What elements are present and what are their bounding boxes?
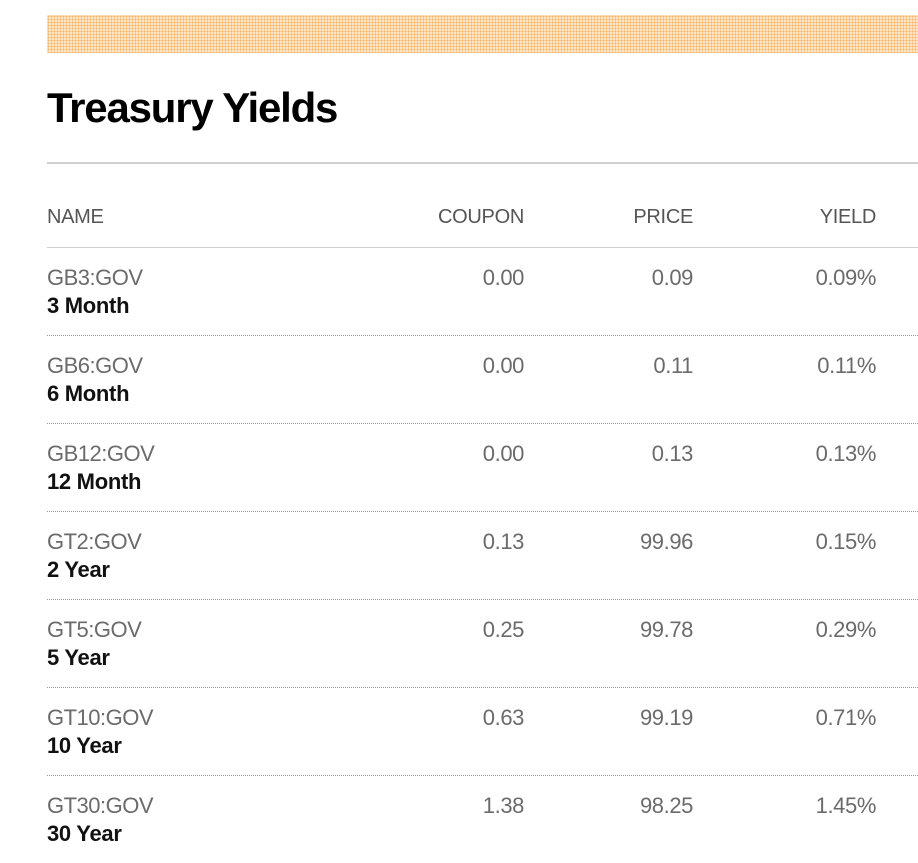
page-title: Treasury Yields: [47, 84, 338, 131]
title-divider: [47, 162, 918, 164]
yield-value: 0.09%: [815, 265, 877, 290]
term-label: 5 Year: [47, 645, 110, 670]
table-row: GB12:GOV 12 Month 0.00 0.13 0.13%: [47, 424, 918, 512]
ticker-link[interactable]: GB12:GOV: [47, 441, 155, 466]
column-header-yield: YIELD: [819, 206, 877, 228]
table-row: GT30:GOV 30 Year 1.38 98.25 1.45%: [47, 776, 918, 863]
ticker-link[interactable]: GT2:GOV: [47, 529, 142, 554]
coupon-value: 0.13: [482, 529, 525, 554]
yield-value: 0.13%: [815, 441, 877, 466]
table-row: GB3:GOV 3 Month 0.00 0.09 0.09%: [47, 248, 918, 336]
yield-value: 0.29%: [815, 617, 877, 642]
price-value: 0.11: [653, 353, 693, 378]
price-value: 99.19: [639, 705, 693, 730]
table-row: GT5:GOV 5 Year 0.25 99.78 0.29%: [47, 600, 918, 688]
ticker-link[interactable]: GT5:GOV: [47, 617, 142, 642]
term-label: 3 Month: [47, 293, 130, 318]
coupon-value: 0.00: [482, 441, 525, 466]
ticker-link[interactable]: GB3:GOV: [47, 265, 143, 290]
ticker-link[interactable]: GB6:GOV: [47, 353, 143, 378]
table-header: NAME COUPON PRICE YIELD: [47, 164, 918, 248]
table-row: GT10:GOV 10 Year 0.63 99.19 0.71%: [47, 688, 918, 776]
yield-value: 0.15%: [815, 529, 877, 554]
column-header-coupon: COUPON: [438, 206, 524, 228]
coupon-value: 0.00: [482, 265, 525, 290]
term-label: 10 Year: [47, 733, 122, 758]
coupon-value: 1.38: [482, 793, 525, 818]
term-label: 30 Year: [47, 821, 122, 846]
term-label: 6 Month: [47, 381, 130, 406]
treasury-yields-table: NAME COUPON PRICE YIELD GB3:GOV 3 Month …: [47, 164, 918, 863]
coupon-value: 0.63: [482, 705, 525, 730]
ticker-link[interactable]: GT30:GOV: [47, 793, 154, 818]
column-header-name: NAME: [47, 206, 104, 228]
table-row: GT2:GOV 2 Year 0.13 99.96 0.15%: [47, 512, 918, 600]
ticker-link[interactable]: GT10:GOV: [47, 705, 154, 730]
yield-value: 0.11%: [817, 353, 876, 378]
price-value: 0.13: [651, 441, 694, 466]
table-row: GB6:GOV 6 Month 0.00 0.11 0.11%: [47, 336, 918, 424]
coupon-value: 0.25: [482, 617, 525, 642]
price-value: 98.25: [639, 793, 693, 818]
price-value: 99.96: [639, 529, 693, 554]
coupon-value: 0.00: [482, 353, 525, 378]
column-header-price: PRICE: [633, 206, 693, 228]
price-value: 0.09: [651, 265, 694, 290]
yield-value: 1.45%: [815, 793, 877, 818]
term-label: 12 Month: [47, 469, 142, 494]
decorative-banner: [47, 15, 918, 53]
term-label: 2 Year: [47, 557, 110, 582]
price-value: 99.78: [639, 617, 693, 642]
yield-value: 0.71%: [815, 705, 877, 730]
